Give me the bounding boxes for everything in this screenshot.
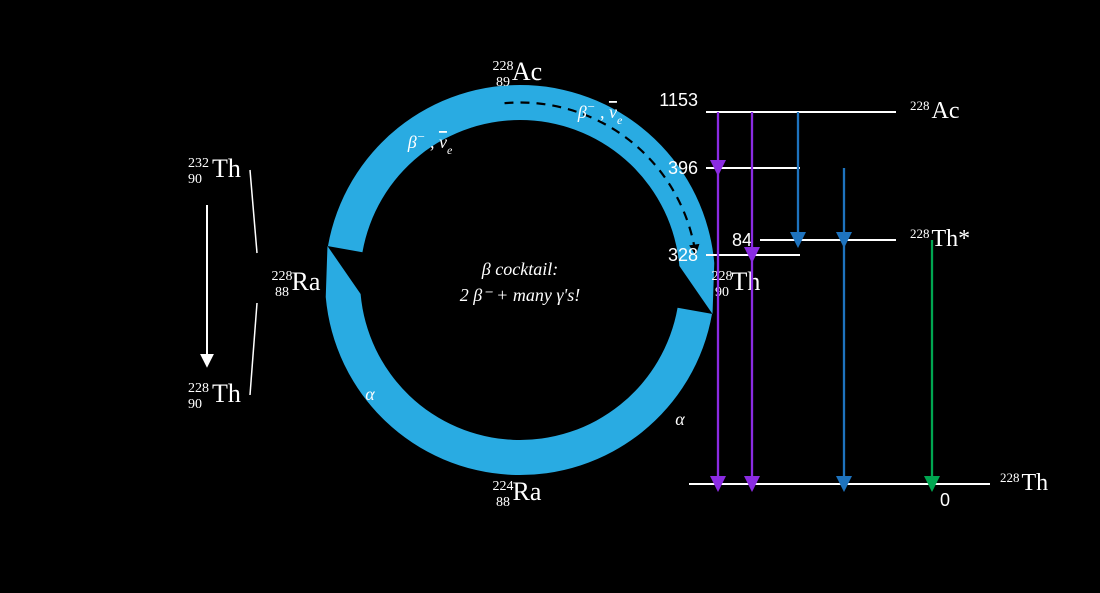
svg-text:228Th: 228Th (1000, 470, 1048, 496)
svg-text:0: 0 (940, 490, 950, 510)
svg-text:α: α (675, 409, 685, 429)
svg-text:β cocktail:: β cocktail: (481, 259, 558, 279)
center-caption: β cocktail: 2 β⁻ + many γ's! (460, 259, 581, 305)
svg-text:22889Ac: 22889Ac (493, 57, 543, 90)
svg-text:228Ac: 228Ac (910, 98, 959, 124)
lvl-396-label: 396 (668, 158, 698, 178)
svg-text:22888Ra: 22888Ra (272, 267, 321, 300)
right-isotope-labels: 228Ac 228Th* 228Th (910, 98, 1048, 496)
svg-text:22890Th: 22890Th (188, 379, 241, 412)
svg-text:23290Th: 23290Th (188, 154, 241, 187)
svg-text:22488Ra: 22488Ra (493, 477, 542, 510)
left-annotation: 23290Th 22890Th (188, 154, 257, 412)
lvl-84-label: 84 (732, 230, 752, 250)
svg-text:2 β⁻ + many γ's!: 2 β⁻ + many γ's! (460, 285, 581, 305)
lvl-328-label: 328 (668, 245, 698, 265)
cycle-ring (326, 85, 715, 475)
svg-text:α: α (365, 384, 375, 404)
svg-text:1153: 1153 (659, 90, 698, 110)
svg-text:228Th*: 228Th* (910, 226, 970, 252)
